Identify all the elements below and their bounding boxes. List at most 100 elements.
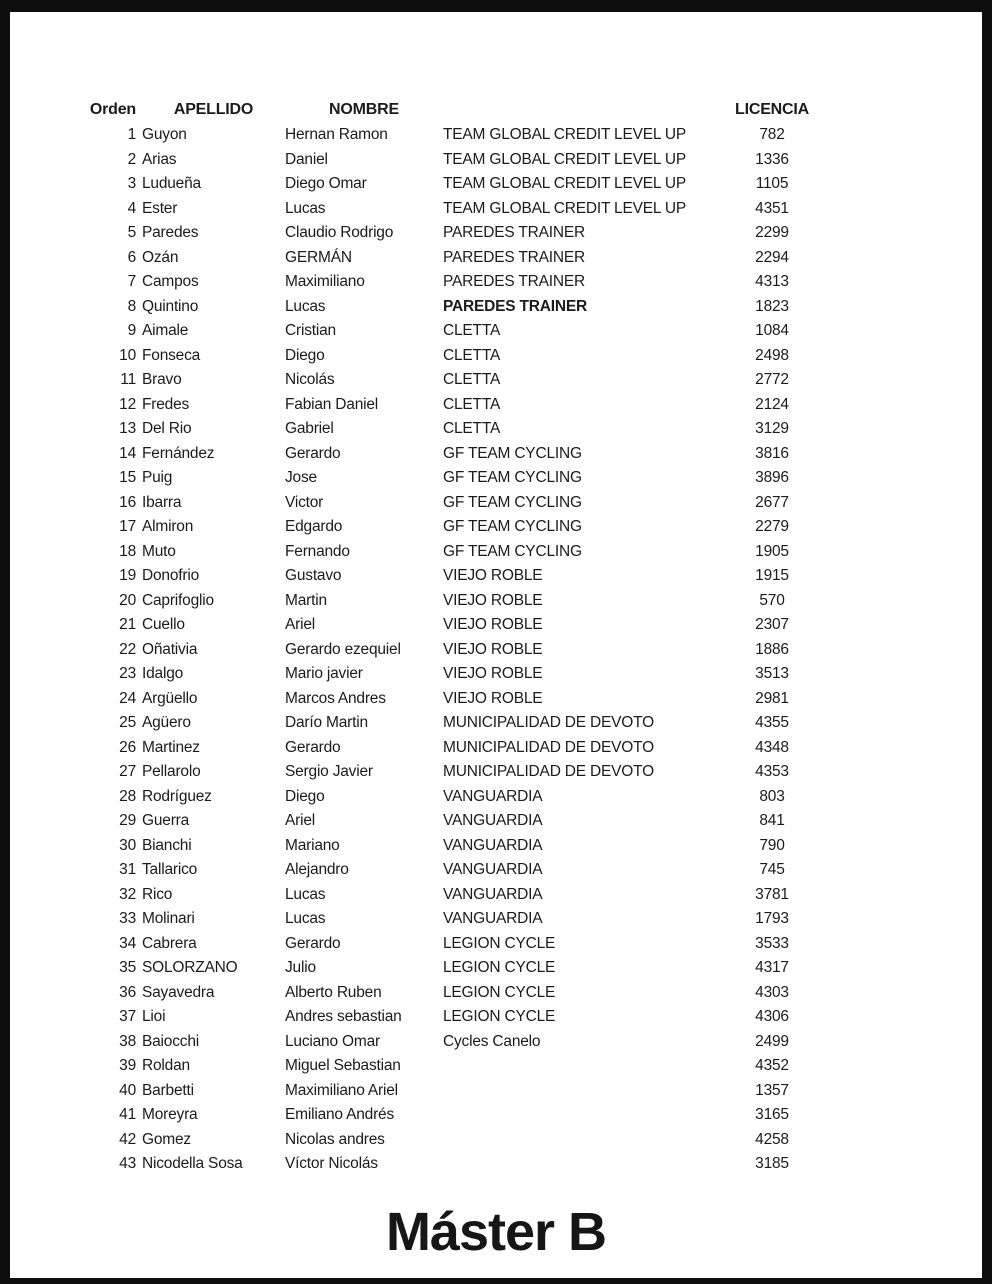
cell-apellido: Donofrio <box>142 567 199 584</box>
cell-equipo: VANGUARDIA <box>443 861 543 878</box>
cell-apellido: Agüero <box>142 714 191 731</box>
table-row: 28 Rodríguez Diego VANGUARDIA 803 <box>10 784 982 809</box>
table-row: 9 Aimale Cristian CLETTA 1084 <box>10 319 982 344</box>
cell-licencia: 2677 <box>755 493 789 511</box>
cell-nombre: Luciano Omar <box>285 1032 380 1050</box>
cell-equipo: CLETTA <box>443 346 501 364</box>
cell-licencia: 3896 <box>755 469 789 486</box>
table-row: 21 Cuello Ariel VIEJO ROBLE 2307 <box>10 613 982 638</box>
cell-nombre: Fernando <box>285 542 350 560</box>
cell-orden: 9 <box>127 322 137 339</box>
cell-equipo: VANGUARDIA <box>443 885 543 903</box>
cell-apellido: Muto <box>142 542 176 560</box>
cell-equipo: VIEJO ROBLE <box>443 591 543 609</box>
document-page: Orden APELLIDO NOMBRE LICENCIA 1 Guyon H… <box>10 12 982 1278</box>
cell-licencia: 2124 <box>755 395 789 413</box>
cell-nombre: Nicolás <box>285 371 335 388</box>
table-row: 43 Nicodella Sosa Víctor Nicolás 3185 <box>10 1152 982 1177</box>
cell-licencia: 2772 <box>755 371 789 388</box>
cell-orden: 37 <box>119 1008 136 1025</box>
table-row: 29 Guerra Ariel VANGUARDIA 841 <box>10 809 982 834</box>
table-row: 11 Bravo Nicolás CLETTA 2772 <box>10 368 982 393</box>
cell-licencia: 2299 <box>755 224 789 241</box>
table-row: 39 Roldan Miguel Sebastian 4352 <box>10 1054 982 1079</box>
cell-equipo: LEGION CYCLE <box>443 983 556 1001</box>
cell-orden: 22 <box>119 640 136 658</box>
cell-orden: 2 <box>127 150 137 168</box>
cell-equipo: TEAM GLOBAL CREDIT LEVEL UP <box>443 199 686 217</box>
cell-equipo: VANGUARDIA <box>443 836 543 854</box>
cell-apellido: Fredes <box>142 395 190 413</box>
cell-licencia: 1905 <box>755 542 789 560</box>
cell-licencia: 745 <box>759 861 785 878</box>
cell-licencia: 570 <box>759 591 785 609</box>
table-row: 5 Paredes Claudio Rodrigo PAREDES TRAINE… <box>10 221 982 246</box>
column-header-licencia: LICENCIA <box>735 101 809 119</box>
cell-apellido: Barbetti <box>142 1081 194 1099</box>
cell-nombre: Claudio Rodrigo <box>285 224 394 241</box>
cell-nombre: Cristian <box>285 322 336 339</box>
cell-orden: 33 <box>119 910 136 927</box>
cell-orden: 4 <box>127 199 137 217</box>
cell-nombre: Mariano <box>285 836 340 854</box>
table-row: 30 Bianchi Mariano VANGUARDIA 790 <box>10 833 982 858</box>
cell-licencia: 1793 <box>755 910 789 927</box>
table-row: 31 Tallarico Alejandro VANGUARDIA 745 <box>10 858 982 883</box>
cell-orden: 1 <box>127 126 137 143</box>
cell-licencia: 2279 <box>755 518 789 535</box>
cell-orden: 41 <box>119 1106 136 1123</box>
cell-apellido: Ibarra <box>142 493 182 511</box>
cell-nombre: Gustavo <box>285 567 342 584</box>
table-row: 22 Oñativia Gerardo ezequiel VIEJO ROBLE… <box>10 637 982 662</box>
cell-nombre: Emiliano Andrés <box>285 1106 395 1123</box>
cell-apellido: Pellarolo <box>142 763 201 780</box>
cell-orden: 35 <box>119 959 136 976</box>
cell-licencia: 3816 <box>755 444 789 462</box>
cell-apellido: Fernández <box>142 444 215 462</box>
cell-nombre: Alejandro <box>285 861 349 878</box>
table-row: 40 Barbetti Maximiliano Ariel 1357 <box>10 1078 982 1103</box>
cell-nombre: Lucas <box>285 910 326 927</box>
cell-apellido: Rodríguez <box>142 787 212 805</box>
cell-nombre: Miguel Sebastian <box>285 1057 401 1074</box>
cell-apellido: Argüello <box>142 689 198 707</box>
cell-equipo: CLETTA <box>443 395 501 413</box>
table-row: 32 Rico Lucas VANGUARDIA 3781 <box>10 882 982 907</box>
cell-apellido: Fonseca <box>142 346 201 364</box>
cell-apellido: Almiron <box>142 518 194 535</box>
cell-nombre: Gerardo <box>285 444 341 462</box>
table-row: 2 Arias Daniel TEAM GLOBAL CREDIT LEVEL … <box>10 147 982 172</box>
cell-licencia: 841 <box>759 812 785 829</box>
cell-orden: 27 <box>119 763 136 780</box>
cell-nombre: Marcos Andres <box>285 689 386 707</box>
cell-licencia: 1915 <box>755 567 789 584</box>
cell-equipo: GF TEAM CYCLING <box>443 493 582 511</box>
cell-equipo: MUNICIPALIDAD DE DEVOTO <box>443 738 654 756</box>
cell-apellido: Paredes <box>142 224 199 241</box>
table-row: 20 Caprifoglio Martin VIEJO ROBLE 570 <box>10 588 982 613</box>
cell-licencia: 3781 <box>755 885 789 903</box>
cell-apellido: Gomez <box>142 1130 191 1148</box>
cell-equipo: TEAM GLOBAL CREDIT LEVEL UP <box>443 150 686 168</box>
cell-apellido: Ester <box>142 199 178 217</box>
cell-apellido: Rico <box>142 885 173 903</box>
cell-nombre: Víctor Nicolás <box>285 1155 378 1172</box>
table-row: 14 Fernández Gerardo GF TEAM CYCLING 381… <box>10 441 982 466</box>
cell-orden: 18 <box>119 542 136 560</box>
cell-nombre: GERMÁN <box>285 248 352 266</box>
cell-equipo: MUNICIPALIDAD DE DEVOTO <box>443 763 654 780</box>
table-row: 12 Fredes Fabian Daniel CLETTA 2124 <box>10 392 982 417</box>
cell-apellido: Campos <box>142 273 199 290</box>
cell-orden: 5 <box>127 224 137 241</box>
cell-apellido: Roldan <box>142 1057 190 1074</box>
table-row: 37 Lioi Andres sebastian LEGION CYCLE 43… <box>10 1005 982 1030</box>
cell-apellido: Oñativia <box>142 640 198 658</box>
cell-equipo: TEAM GLOBAL CREDIT LEVEL UP <box>443 126 686 143</box>
cell-orden: 17 <box>119 518 136 535</box>
cell-apellido: Bianchi <box>142 836 192 854</box>
cell-nombre: Diego Omar <box>285 175 367 192</box>
cell-apellido: Guerra <box>142 812 190 829</box>
table-row: 25 Agüero Darío Martin MUNICIPALIDAD DE … <box>10 711 982 736</box>
cell-orden: 31 <box>119 861 136 878</box>
cell-orden: 7 <box>127 273 137 290</box>
